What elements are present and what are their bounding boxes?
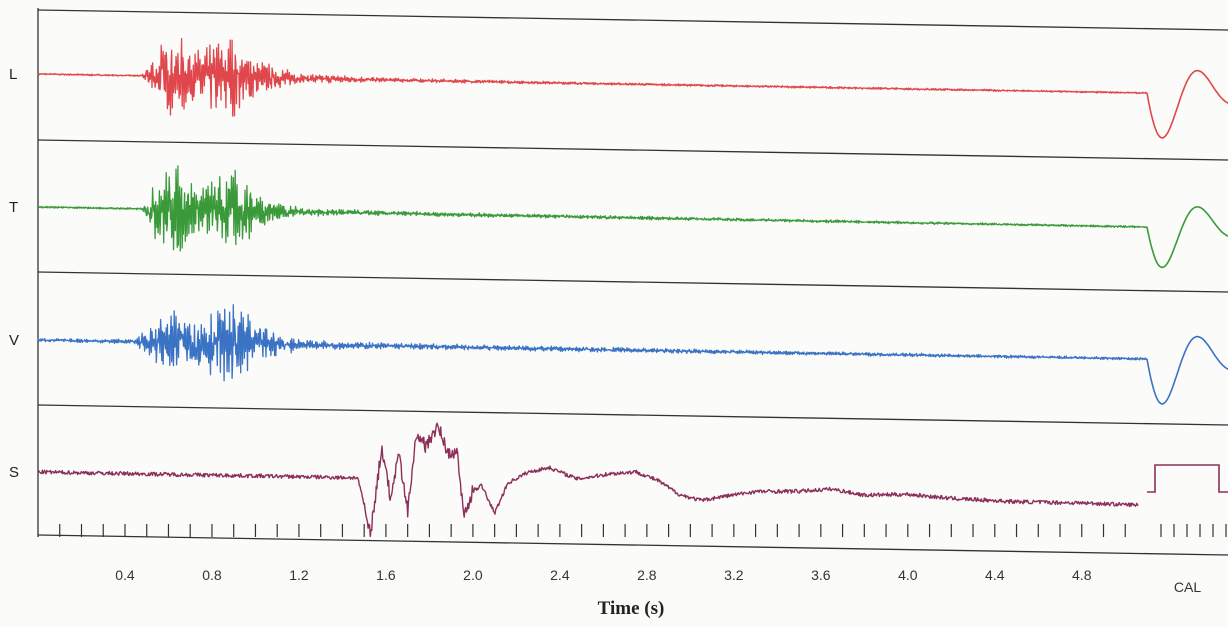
x-tick-label: 4.0 <box>898 567 918 583</box>
panel-divider <box>37 271 1228 293</box>
panel-divider <box>37 139 1228 161</box>
trace-label-l: L <box>9 66 17 83</box>
panel-divider <box>37 534 1228 556</box>
cal-step-s <box>1147 464 1228 493</box>
panel-divider <box>37 404 1228 426</box>
x-axis-label: Time (s) <box>598 598 665 619</box>
trace-label-s: S <box>9 464 19 481</box>
x-tick-label: 4.4 <box>985 567 1005 583</box>
trace-v-line <box>37 304 1148 382</box>
x-tick-label: 2.8 <box>637 567 657 583</box>
x-tick-label: 1.2 <box>289 567 309 583</box>
trace-label-t: T <box>9 199 18 216</box>
cal-label: CAL <box>1174 579 1201 595</box>
panel-divider <box>37 9 1228 31</box>
x-tick-label: 3.2 <box>724 567 744 583</box>
x-tick-label: 0.8 <box>202 567 222 583</box>
x-axis: 0.4 0.8 1.2 1.6 2.0 2.4 2.8 3.2 3.6 4.0 4.4 4.8 <box>59 524 1227 583</box>
cal-pulse-t <box>1146 206 1228 269</box>
cal-pulse-l <box>1146 69 1228 139</box>
trace-lines <box>37 37 1148 538</box>
x-tick-label: 3.6 <box>811 567 831 583</box>
x-tick-label: 4.8 <box>1072 567 1092 583</box>
trace-l-line <box>37 37 1148 117</box>
x-tick-label: 2.0 <box>463 567 483 583</box>
cal-pulse-v <box>1146 335 1228 405</box>
trace-t-line <box>37 165 1148 252</box>
x-tick-label: 0.4 <box>115 567 135 583</box>
trace-label-v: V <box>9 332 19 349</box>
calibration-pulses <box>1146 69 1228 493</box>
x-tick-label: 1.6 <box>376 567 396 583</box>
trace-s-line <box>37 422 1139 538</box>
x-tick-label: 2.4 <box>550 567 570 583</box>
trace-panels: L T V S <box>9 8 1228 556</box>
